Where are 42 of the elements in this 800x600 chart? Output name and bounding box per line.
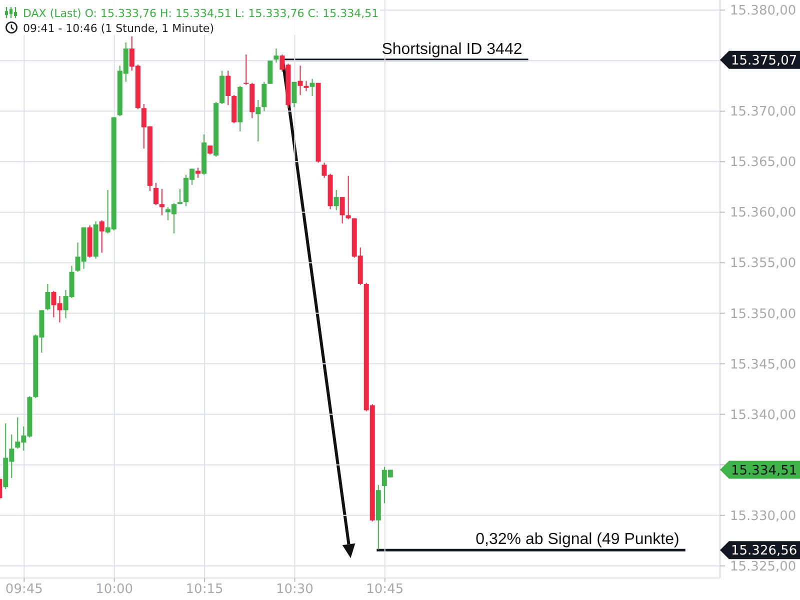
y-tick-label: 15.345,00 [730,357,796,372]
candlestick [340,196,345,224]
y-tick-label: 15.334,51 [731,463,798,478]
x-tick-label: 10:15 [186,582,224,598]
y-tick-label: 15.325,00 [730,559,796,574]
candlestick [304,80,309,92]
y-tick-label: 15.370,00 [730,104,796,120]
text: 09:41 - 10:46 (1 Stunde, 1 Minute) [23,22,214,35]
y-tick-label: 15.350,00 [730,306,796,322]
y-tick-label: 15.326,56 [731,544,798,559]
candlestick [292,81,297,108]
candlestick [334,189,339,211]
x-tick-label: 10:45 [366,582,404,598]
candlestick [177,188,182,205]
x-tick-label: 10:00 [96,582,134,598]
candlestick [208,145,213,156]
y-tick-label: 15.360,00 [730,206,796,221]
y-tick-label: 15.375,07 [731,53,798,68]
text: DAX (Last) O: 15.333,76 H: 15.334,51 L: 15.333,76 C: 15.334,51 [23,7,379,20]
candlestick [226,70,231,106]
y-tick-label: 15.380,00 [730,4,796,19]
candlestick [159,188,164,216]
x-tick-label: 10:30 [276,582,314,598]
candlestick [310,78,315,96]
candlestick [262,81,267,112]
y-tick-label: 15.340,00 [730,408,796,423]
y-tick-label: 15.355,00 [730,256,796,272]
x-tick-label: 09:45 [5,582,43,598]
candlestick [256,100,261,142]
candlestick [153,182,158,206]
candlestick [274,48,279,64]
y-tick-label: 15.365,00 [730,155,796,170]
candlestick [298,65,303,96]
y-tick-label: 15.330,00 [730,508,796,524]
candlestick [244,54,249,86]
candlestick [196,167,201,178]
candlestick [268,60,273,84]
annotation: Shortsignal ID 3442 [382,40,522,58]
candlestick [45,283,50,311]
candlestick [346,175,351,220]
annotation: 0,32% ab Signal (49 Punkte) [476,531,680,548]
candlestick [99,220,104,254]
